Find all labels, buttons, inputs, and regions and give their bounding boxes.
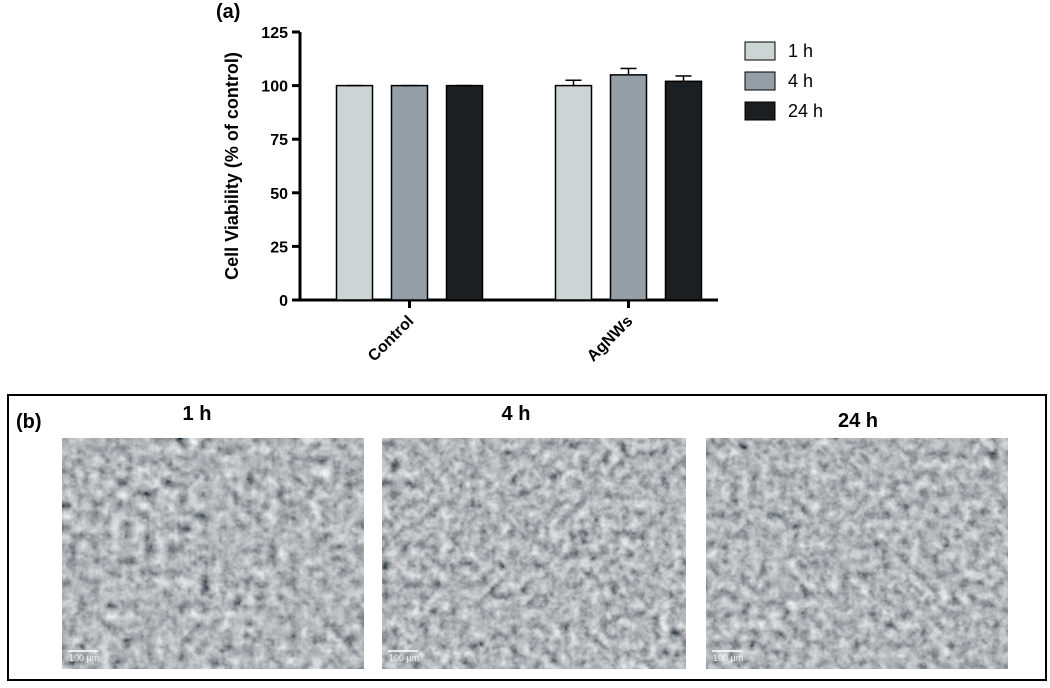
- x-tick-label: Control: [365, 313, 417, 365]
- y-axis-label: Cell Viability (% of control): [222, 52, 242, 280]
- scale-bar-label: 100 µm: [713, 653, 743, 663]
- y-tick-label: 0: [279, 293, 288, 310]
- panel-label: (b): [16, 411, 42, 433]
- legend-swatch: [744, 101, 776, 121]
- micrograph: [706, 438, 1008, 669]
- x-tick-label: AgNWs: [584, 313, 636, 365]
- panel-frame: [7, 394, 1047, 681]
- bar: [390, 84, 429, 301]
- y-tick-label: 125: [261, 25, 288, 42]
- image-label: 4 h: [502, 403, 531, 425]
- legend-label: 24 h: [788, 101, 823, 121]
- scale-bar-label: 100 µm: [389, 653, 419, 663]
- scale-bar-label: 100 µm: [69, 653, 99, 663]
- image-label: 1 h: [183, 403, 212, 425]
- legend-swatch: [744, 71, 776, 91]
- legend-label: 1 h: [788, 41, 813, 61]
- y-tick-label: 100: [261, 79, 288, 96]
- bar: [335, 84, 374, 301]
- bar: [554, 84, 593, 301]
- y-tick-label: 25: [270, 239, 288, 256]
- micrograph: [62, 438, 364, 669]
- bar: [609, 74, 648, 301]
- panel-label: (a): [216, 1, 240, 23]
- legend-swatch: [744, 41, 776, 61]
- legend-label: 4 h: [788, 71, 813, 91]
- micrograph: [382, 438, 686, 669]
- bar: [445, 84, 484, 301]
- y-tick-label: 75: [270, 132, 288, 149]
- bar: [664, 80, 703, 301]
- image-label: 24 h: [838, 410, 878, 432]
- y-tick-label: 50: [270, 186, 288, 203]
